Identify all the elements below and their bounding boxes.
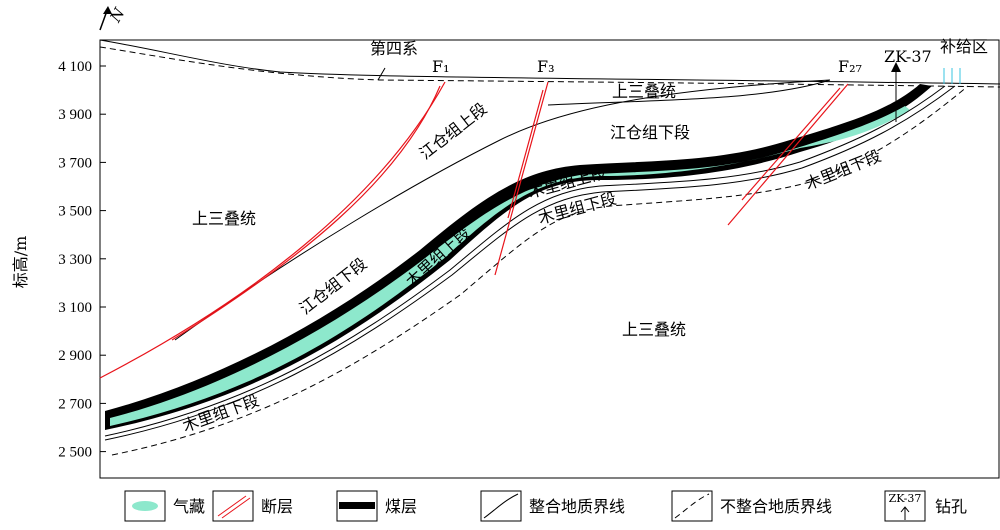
legend-box [884,490,926,522]
legend-box [336,490,378,522]
label: 上三叠统 [612,82,676,101]
unconformity [111,85,969,456]
legend-boundary [483,493,519,519]
boundary [547,79,831,106]
tick-label: 4 100 [58,59,92,75]
legend-gas [132,501,158,511]
label: 第四系 [370,39,418,58]
legend-box [671,490,713,522]
legend-icon-label: ZK-37 [889,492,922,505]
boundary [104,85,946,437]
legend: 气藏 断层 煤层 整合地质界线 不整合地质界线 ZK-37 钻孔 [124,490,967,522]
legend-box [212,490,254,522]
legend-label: 煤层 [385,497,417,516]
legend-label: 气藏 [173,497,205,516]
fault-label: F₂₇ [838,57,862,76]
label: 江仓组下段 [610,123,690,142]
quaternary-base [99,46,1000,88]
tick-label: 3 300 [58,252,92,268]
surface [99,39,1000,85]
legend-label: 不整合地质界线 [720,497,832,516]
label: 上三叠统 [192,209,256,228]
boundary [174,79,831,341]
tick-label: 2 900 [58,348,92,364]
label: 江仓组上段 [416,99,491,163]
north-arrow-head [103,6,112,14]
fault [494,81,549,276]
tick-label: 3 500 [58,204,92,220]
label: 上三叠统 [622,320,686,339]
legend-coal [339,502,375,509]
pointer [377,67,386,81]
recharge-marks [943,68,961,84]
tick-label: 3 900 [58,107,92,123]
north-label: N [106,4,129,26]
tick-label: 2 500 [58,445,92,461]
tick-label: 3 700 [58,155,92,171]
fault [171,85,441,341]
legend-label: 钻孔 [935,497,967,516]
borehole-arrow [891,62,901,72]
gas-reservoir [110,106,910,426]
tick-label: 3 100 [58,300,92,316]
fault [727,83,849,226]
legend-fault [217,495,251,519]
legend-label: 断层 [261,497,293,516]
legend-label: 整合地质界线 [529,497,625,516]
fault-label: F₃ [537,57,555,76]
fault-label: F₁ [432,57,450,76]
fault [507,89,544,219]
label: 木里组下段 [802,146,883,194]
label: 补给区 [940,37,988,56]
legend-unconformity [674,493,710,519]
tick-label: 2 700 [58,396,92,412]
boundary [104,85,956,441]
axis-title: 标高/m [11,236,30,289]
legend-box [480,490,522,522]
legend-borehole [900,506,910,520]
fault [99,81,446,379]
borehole-label: ZK-37 [884,47,932,66]
fault [741,87,841,201]
legend-box [124,490,166,522]
